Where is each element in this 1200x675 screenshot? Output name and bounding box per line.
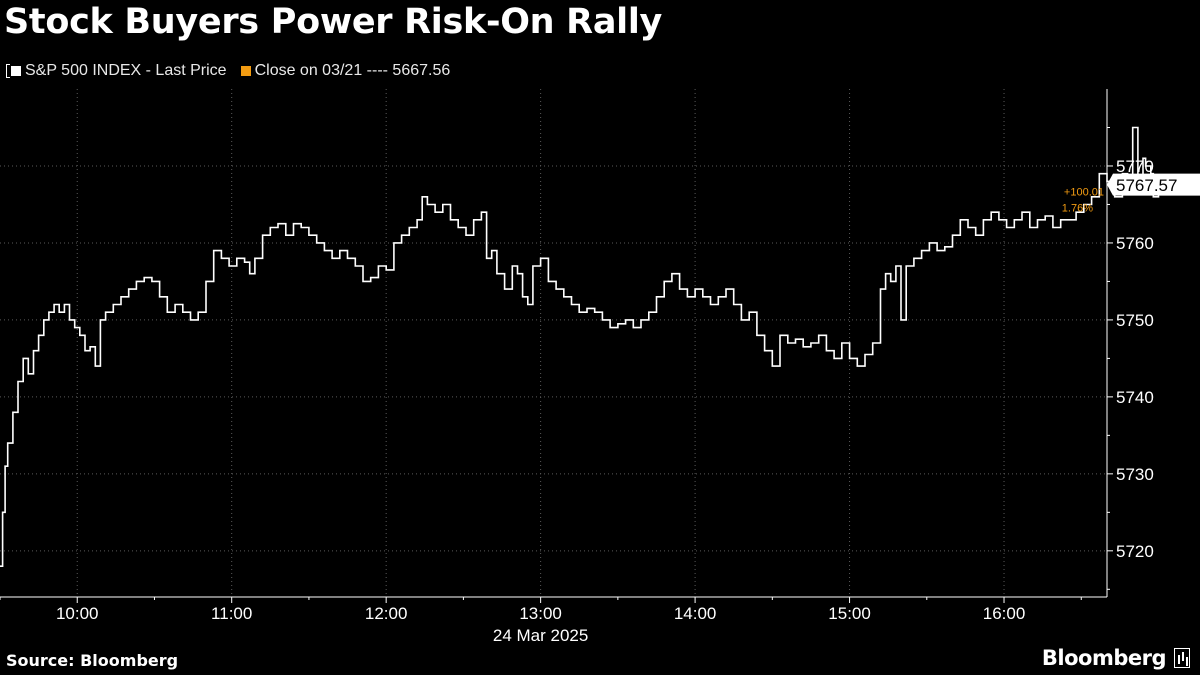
series-line-sp500: [0, 126, 1200, 567]
chart-title: Stock Buyers Power Risk-On Rally: [4, 2, 663, 42]
brand-name: Bloomberg: [1041, 646, 1167, 670]
brand: Bloomberg: [1042, 646, 1190, 670]
legend-marker-icon: [6, 64, 10, 78]
y-tick-label: 5760: [1116, 234, 1154, 253]
legend-swatch-white: [11, 66, 21, 76]
last-price-tag: [1107, 173, 1200, 196]
y-tick-label: 5730: [1116, 465, 1154, 484]
x-tick-label: 11:00: [211, 604, 252, 623]
legend-swatch-orange: [240, 66, 251, 76]
y-tick-label: 5720: [1116, 542, 1154, 561]
legend-series-label: S&P 500 INDEX - Last Price: [25, 62, 227, 79]
y-tick-label: 5740: [1116, 388, 1154, 407]
legend-item-close: Close on 03/21 ---- 5667.56: [240, 62, 451, 80]
y-tick-label: 5770: [1116, 157, 1154, 176]
last-price-label: 5767.57: [1116, 176, 1177, 195]
x-tick-label: 13:00: [519, 604, 562, 623]
x-tick-label: 12:00: [365, 604, 408, 623]
x-tick-label: 10:00: [56, 604, 99, 623]
x-tick-label: 16:00: [983, 604, 1026, 623]
legend-close-label: Close on 03/21 ---- 5667.56: [254, 62, 451, 79]
change-label: +100.01: [1064, 187, 1104, 199]
x-tick-label: 15:00: [828, 604, 871, 623]
date-label: 24 Mar 2025: [493, 626, 588, 645]
y-tick-label: 5750: [1116, 311, 1154, 330]
x-tick-label: 14:00: [674, 604, 717, 623]
last-price-marker: 5767.57 +100.01 1.76%: [1062, 173, 1200, 215]
bloomberg-logo-icon: [1174, 648, 1190, 668]
change-pct-label: 1.76%: [1062, 203, 1093, 215]
legend-item-series: S&P 500 INDEX - Last Price: [6, 62, 227, 80]
legend: S&P 500 INDEX - Last Price Close on 03/2…: [6, 60, 464, 82]
source-note: Source: Bloomberg: [6, 651, 179, 670]
axes: [0, 89, 1113, 603]
grid: [0, 89, 1107, 597]
axis-labels: 5720 5730 5740 5750 5760 5770 10:00 11:00 12:00 1…: [56, 157, 1154, 645]
